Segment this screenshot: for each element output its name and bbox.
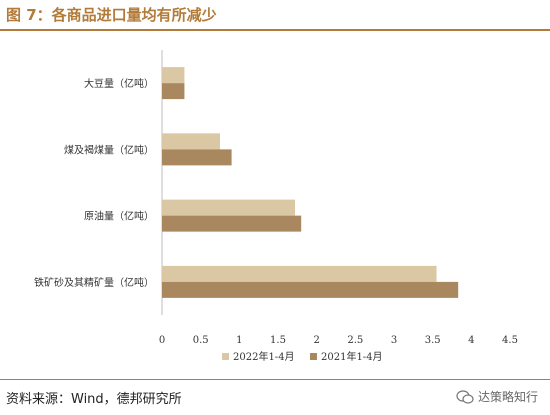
chart-x-ticks: 0 0.5 1 1.5 2 2.5 3 3.5 4 4.5 [159,335,518,346]
bar-s1-cat1 [162,67,185,84]
legend-label: 2022年1-4月 [233,350,295,363]
bar-s2-cat2 [162,149,232,166]
bar-s2-cat3 [162,215,302,232]
x-tick-label: 3.5 [425,335,441,346]
x-tick-label: 4 [468,335,474,346]
bar-s2-cat1 [162,83,185,100]
bar-s1-cat3 [162,199,296,216]
chart-legend: 2022年1-4月 2021年1-4月 [222,350,383,363]
x-tick-label: 2.5 [347,335,363,346]
category-label: 煤及褐煤量（亿吨） [64,143,154,156]
x-tick-label: 0.5 [193,335,209,346]
legend-swatch [222,353,229,360]
figure-title: 图 7：各商品进口量均有所减少 [6,6,217,24]
bar-s2-cat4 [162,281,459,298]
chart-category-labels: 大豆量（亿吨） 煤及褐煤量（亿吨） 原油量（亿吨） 铁矿砂及其精矿量（亿吨） [34,77,154,289]
x-tick-label: 2 [313,335,319,346]
title-rule [0,29,550,31]
x-tick-label: 3 [391,335,397,346]
x-tick-label: 0 [159,335,165,346]
category-label: 大豆量（亿吨） [84,77,154,90]
watermark-text: 达策略知行 [477,390,538,404]
bar-chart: 大豆量（亿吨） 煤及褐煤量（亿吨） 原油量（亿吨） 铁矿砂及其精矿量（亿吨） 0 0.5… [34,50,518,363]
bar-s1-cat2 [162,133,220,150]
category-label: 铁矿砂及其精矿量（亿吨） [34,276,154,289]
wechat-icon [456,389,474,404]
footer-rule [0,379,550,380]
legend-swatch [310,353,317,360]
watermark: 达策略知行 [456,388,538,405]
chart-bars [162,67,459,298]
x-tick-label: 1.5 [270,335,286,346]
bar-s1-cat4 [162,265,437,282]
legend-label: 2021年1-4月 [321,350,383,363]
source-note: 资料来源：Wind，德邦研究所 [6,392,182,407]
x-tick-label: 1 [236,335,242,346]
x-tick-label: 4.5 [502,335,518,346]
category-label: 原油量（亿吨） [84,210,154,223]
